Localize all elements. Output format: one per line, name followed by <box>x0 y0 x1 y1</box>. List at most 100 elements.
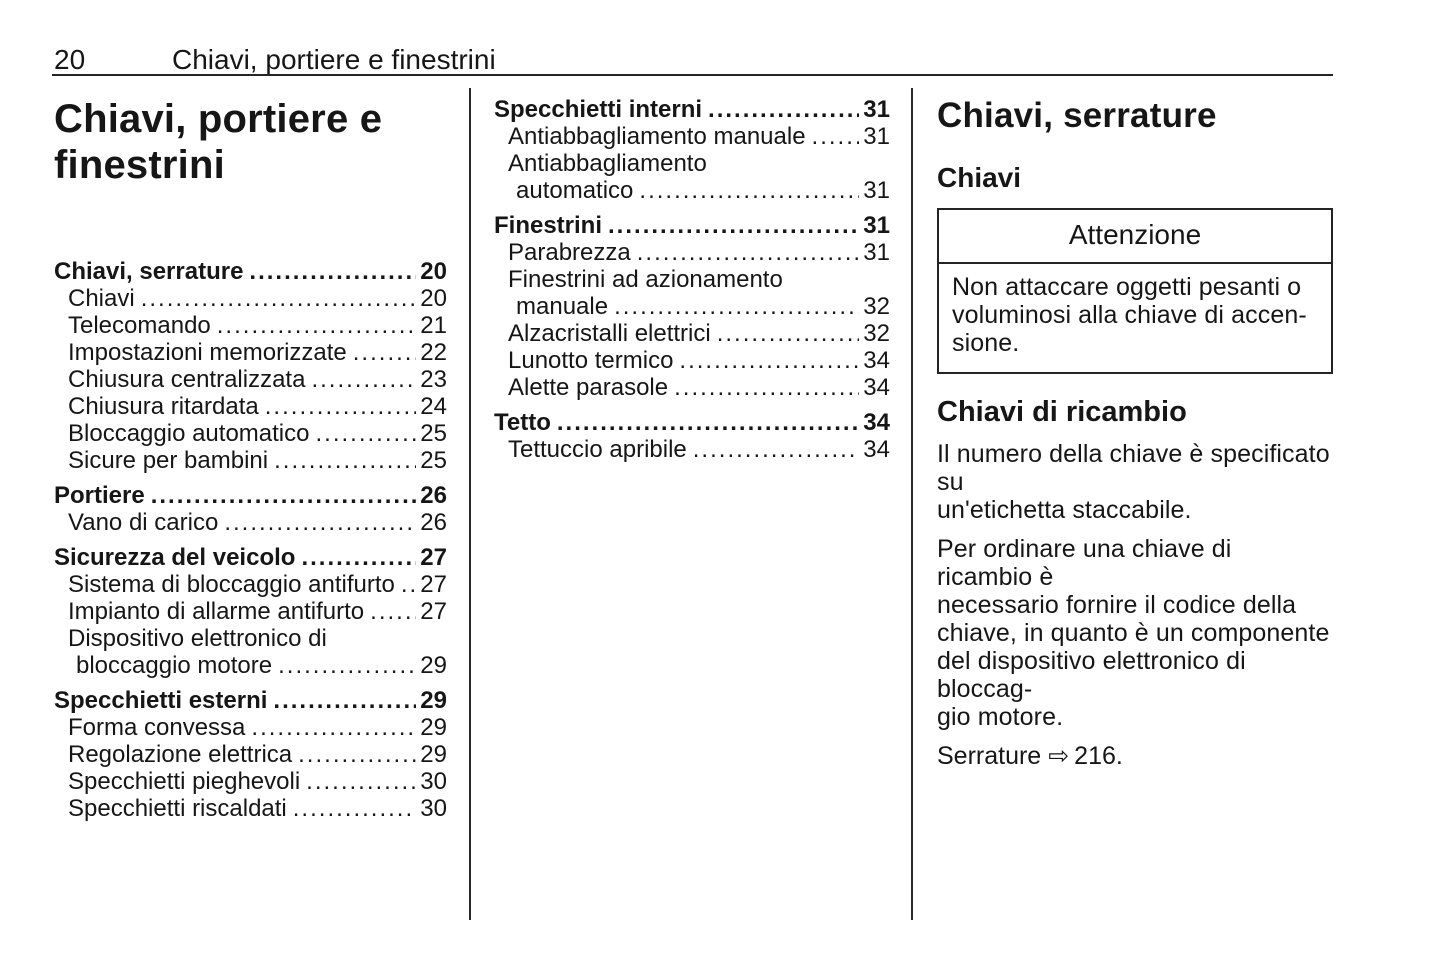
toc-page-number: 34 <box>863 436 890 463</box>
toc-item-label: automatico <box>516 177 634 204</box>
toc-item[interactable]: Portiere 26 <box>54 482 447 509</box>
toc-dot-leader <box>306 768 416 795</box>
toc-item[interactable]: Dispositivo elettronico di <box>54 625 447 652</box>
section-heading: Chiavi, serrature <box>937 96 1217 135</box>
toc-dot-leader <box>370 598 416 625</box>
header-rule <box>52 74 1333 76</box>
toc-page-number: 27 <box>420 571 447 598</box>
toc-dot-leader <box>315 420 416 447</box>
toc-item[interactable]: Chiavi, serrature 20 <box>54 258 447 285</box>
toc-page-number: 31 <box>863 177 890 204</box>
toc-item[interactable]: Parabrezza 31 <box>494 239 890 266</box>
running-header-title: Chiavi, portiere e finestrini <box>172 44 496 75</box>
toc-item-label: Bloccaggio automatico <box>68 420 310 447</box>
toc-item[interactable]: Impianto di allarme antifurto 27 <box>54 598 447 625</box>
toc-dot-leader <box>251 714 416 741</box>
toc-item[interactable]: Sicurezza del veicolo 27 <box>54 544 447 571</box>
toc-dot-leader <box>614 293 859 320</box>
toc-page-number: 27 <box>420 544 447 571</box>
toc-dot-leader <box>812 123 860 150</box>
toc-dot-leader <box>608 212 859 239</box>
chapter-title: Chiavi, portiere e finestrini <box>54 97 383 187</box>
toc-item[interactable]: Tetto 34 <box>494 409 890 436</box>
toc-item[interactable]: Chiavi 20 <box>54 285 447 312</box>
toc-page-number: 30 <box>420 768 447 795</box>
page-reference-arrow-icon: ⇨ <box>1048 741 1070 770</box>
cross-reference-link[interactable]: Serrature ⇨ 216. <box>937 741 1333 771</box>
toc-page-number: 34 <box>863 409 890 436</box>
toc-item[interactable]: manuale 32 <box>494 293 890 320</box>
caution-box: Attenzione Non attaccare oggetti pesanti… <box>937 208 1333 374</box>
toc-dot-leader <box>141 285 417 312</box>
toc-item[interactable]: Vano di carico 26 <box>54 509 447 536</box>
toc-page-number: 32 <box>863 320 890 347</box>
toc-item[interactable]: Antiabbagliamento manuale 31 <box>494 123 890 150</box>
article-column: Chiavi, serrature Chiavi Attenzione Non … <box>937 96 1333 771</box>
toc-item[interactable]: Specchietti riscaldati 30 <box>54 795 447 822</box>
toc-item[interactable]: Bloccaggio automatico 25 <box>54 420 447 447</box>
toc-item[interactable]: Telecomando 21 <box>54 312 447 339</box>
toc-item[interactable]: Alzacristalli elettrici 32 <box>494 320 890 347</box>
toc-page-number: 22 <box>420 339 447 366</box>
toc-page-number: 26 <box>420 509 447 536</box>
toc-item[interactable]: Forma convessa 29 <box>54 714 447 741</box>
toc-dot-leader <box>674 374 859 401</box>
toc-column-1: Chiavi, portiere e finestrini Chiavi, se… <box>54 96 447 822</box>
toc-page-number: 29 <box>420 687 447 714</box>
toc-page-number: 31 <box>863 239 890 266</box>
toc-page-number: 29 <box>420 741 447 768</box>
table-of-contents: Chiavi, serrature 20 Chiavi 20 Telecomando… <box>54 258 447 822</box>
toc-item-label: Chiavi <box>68 285 135 312</box>
toc-item-label: Finestrini <box>494 212 603 239</box>
toc-dot-leader <box>298 741 416 768</box>
toc-dot-leader <box>301 544 416 571</box>
toc-item[interactable]: Sistema di bloccaggio antifurto 27 <box>54 571 447 598</box>
toc-page-number: 29 <box>420 714 447 741</box>
toc-item[interactable]: Specchietti interni 31 <box>494 96 890 123</box>
toc-item[interactable]: Finestrini 31 <box>494 212 890 239</box>
page-number: 20 <box>54 44 86 75</box>
paragraph: Per ordinare una chiave di ricambio è ne… <box>937 535 1330 731</box>
toc-page-number: 20 <box>420 258 447 285</box>
toc-dot-leader <box>278 652 416 679</box>
toc-page-number: 25 <box>420 420 447 447</box>
toc-item-label: Portiere <box>54 482 145 509</box>
toc-item-label: manuale <box>516 293 609 320</box>
toc-item-label: Antiabbagliamento <box>508 150 707 177</box>
toc-item-label: Alzacristalli elettrici <box>508 320 711 347</box>
toc-item[interactable]: Antiabbagliamento <box>494 150 890 177</box>
toc-item-label: Impianto di allarme antifurto <box>68 598 365 625</box>
sub-heading: Chiavi <box>937 162 1022 193</box>
caution-body: Non attaccare oggetti pesanti o volumino… <box>952 273 1307 357</box>
toc-item-label: Lunotto termico <box>508 347 674 374</box>
toc-item-label: Chiusura centralizzata <box>68 366 306 393</box>
toc-item[interactable]: Alette parasole 34 <box>494 374 890 401</box>
toc-item-label: Sicure per bambini <box>68 447 269 474</box>
toc-item[interactable]: Specchietti esterni 29 <box>54 687 447 714</box>
toc-page-number: 31 <box>863 212 890 239</box>
toc-item[interactable]: Impostazioni memorizzate 22 <box>54 339 447 366</box>
toc-dot-leader <box>151 482 417 509</box>
toc-item-label: Parabrezza <box>508 239 631 266</box>
toc-dot-leader <box>693 436 860 463</box>
column-divider <box>911 88 913 920</box>
toc-item-label: Forma convessa <box>68 714 246 741</box>
toc-page-number: 30 <box>420 795 447 822</box>
table-of-contents: Specchietti interni 31 Antiabbagliamento … <box>494 96 890 463</box>
toc-item[interactable]: Tettuccio apribile 34 <box>494 436 890 463</box>
toc-item-label: Sicurezza del veicolo <box>54 544 296 571</box>
toc-item-label: Telecomando <box>68 312 211 339</box>
toc-item[interactable]: Sicure per bambini 25 <box>54 447 447 474</box>
toc-item[interactable]: Specchietti pieghevoli 30 <box>54 768 447 795</box>
toc-item[interactable]: Regolazione elettrica 29 <box>54 741 447 768</box>
toc-item[interactable]: Finestrini ad azionamento <box>494 266 890 293</box>
toc-dot-leader <box>265 393 417 420</box>
toc-item[interactable]: bloccaggio motore 29 <box>54 652 447 679</box>
toc-item[interactable]: Chiusura ritardata 24 <box>54 393 447 420</box>
toc-page-number: 29 <box>420 652 447 679</box>
toc-dot-leader <box>637 239 860 266</box>
toc-item[interactable]: automatico 31 <box>494 177 890 204</box>
toc-page-number: 26 <box>420 482 447 509</box>
toc-item[interactable]: Chiusura centralizzata 23 <box>54 366 447 393</box>
toc-item[interactable]: Lunotto termico 34 <box>494 347 890 374</box>
